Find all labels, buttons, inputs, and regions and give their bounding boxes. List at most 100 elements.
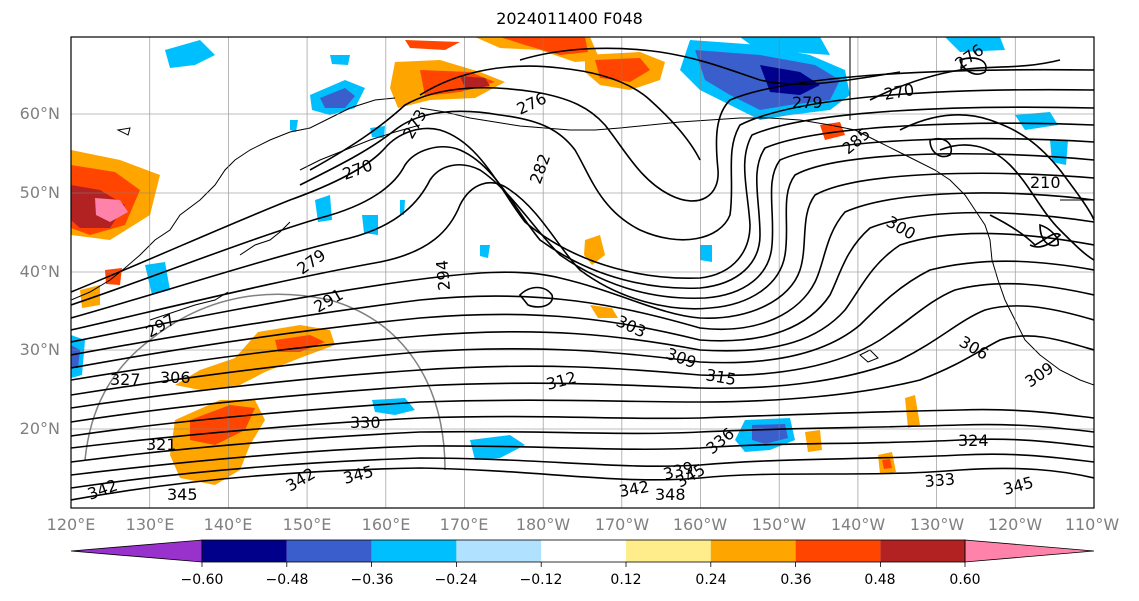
contour-label: 306 — [160, 368, 191, 387]
contour-line — [989, 214, 1062, 248]
contour-label: 345 — [167, 485, 198, 504]
contour-label: 345 — [1001, 473, 1035, 499]
anomaly-patch — [480, 245, 490, 258]
coastline — [116, 127, 131, 136]
lon-label: 150°E — [282, 515, 332, 534]
colorbar-tick-label: −0.24 — [434, 572, 478, 588]
contour-line — [71, 106, 1094, 293]
gridlines — [71, 37, 1094, 508]
lon-label: 170°E — [439, 515, 489, 534]
contour-line — [929, 137, 952, 158]
colorbar-tick-label: 0.48 — [864, 572, 896, 588]
coastline — [859, 349, 879, 363]
colorbar-tick-label: −0.36 — [350, 572, 394, 588]
anomaly-patch — [405, 40, 460, 50]
coastline — [299, 124, 421, 171]
contour-line — [419, 65, 701, 161]
anomaly-patch — [420, 70, 495, 96]
contour-line — [71, 122, 1094, 306]
anomaly-patch — [882, 459, 892, 469]
anomaly-patch — [165, 40, 215, 68]
contour-label: 315 — [704, 365, 737, 389]
anomaly-patch — [190, 405, 255, 445]
lon-label: 170°W — [594, 515, 650, 534]
contour-line — [519, 47, 901, 85]
anomaly-patch — [330, 55, 350, 65]
contour-label: 342 — [85, 475, 120, 503]
contour-line — [959, 57, 987, 75]
lon-label: 160°E — [361, 515, 411, 534]
anomaly-patch — [80, 285, 100, 308]
contour-label: 279 — [792, 93, 823, 112]
anomaly-patch — [460, 76, 490, 90]
contour-line — [71, 335, 1094, 437]
anomaly-patch — [290, 120, 298, 132]
contour-line — [869, 59, 1061, 101]
colorbar-tick-label: −0.48 — [265, 572, 309, 588]
contour-line — [71, 305, 1094, 423]
contour-label: 270 — [340, 155, 375, 183]
contour-label: 345 — [341, 462, 375, 488]
lat-label: 40°N — [19, 262, 60, 281]
colorbar-tick-label: −0.60 — [180, 572, 224, 588]
contour-line — [71, 423, 1094, 463]
contour-line — [71, 467, 1094, 501]
contour-label: 342 — [617, 477, 650, 501]
colorbar-outline — [201, 539, 966, 563]
contour-label: 282 — [526, 151, 554, 186]
contour-label: 306 — [956, 332, 992, 364]
contour-line — [71, 408, 1094, 449]
colorbar-extend-low — [70, 539, 203, 563]
lat-label: 50°N — [19, 183, 60, 202]
colorbar-swatch — [626, 540, 711, 562]
anomaly-patch — [175, 325, 335, 390]
contour-label: 324 — [958, 431, 989, 450]
lon-label: 110°W — [1064, 515, 1120, 534]
contour-line — [71, 260, 1094, 396]
anomaly-patch — [590, 305, 618, 318]
colorbar-tick-label: 0.24 — [695, 572, 727, 588]
lon-label: 160°W — [672, 515, 728, 534]
anomaly-patch — [400, 200, 405, 215]
anomaly-patch — [805, 430, 822, 452]
colorbar-swatch — [710, 540, 796, 562]
anomaly-patch — [71, 345, 80, 368]
contour-label: 210 — [1030, 173, 1061, 192]
coastline — [71, 97, 396, 301]
anomaly-patch — [584, 235, 605, 265]
anomaly-patch — [470, 435, 525, 460]
lon-label: 120°E — [46, 515, 96, 534]
colorbar — [70, 539, 1095, 567]
anomaly-patch — [595, 58, 650, 82]
map-title: 2024011400 F048 — [496, 9, 643, 28]
contour-label: 309 — [1021, 358, 1057, 391]
contour-line — [299, 88, 1094, 241]
lon-label: 120°W — [987, 515, 1043, 534]
lon-label: 180°W — [515, 515, 571, 534]
range-ring — [84, 293, 446, 471]
contour-label: 327 — [110, 370, 141, 389]
contour-line — [71, 282, 1094, 409]
contour-label: 333 — [924, 469, 956, 491]
colorbar-swatch — [202, 540, 287, 562]
coastline — [149, 291, 229, 321]
anomaly-patch — [275, 335, 325, 352]
colorbar-swatch — [456, 540, 542, 562]
isentrope-contours — [71, 47, 1094, 501]
lat-label: 20°N — [19, 419, 60, 438]
colorbar-swatch — [541, 540, 626, 562]
plot-frame — [70, 36, 1095, 509]
colorbar-tick-label: 0.60 — [949, 572, 981, 588]
contour-line — [71, 172, 1094, 343]
lon-label: 130°W — [909, 515, 965, 534]
colorbar-tick-label: 0.12 — [610, 572, 642, 588]
anomaly-patch — [700, 245, 712, 262]
contour-line — [71, 438, 1094, 476]
lon-label: 130°E — [125, 515, 175, 534]
contour-label: 273 — [399, 106, 431, 142]
colorbar-swatch — [880, 540, 966, 562]
coastline — [239, 221, 291, 256]
colorbar-swatch — [795, 540, 881, 562]
contour-line — [71, 211, 1094, 369]
